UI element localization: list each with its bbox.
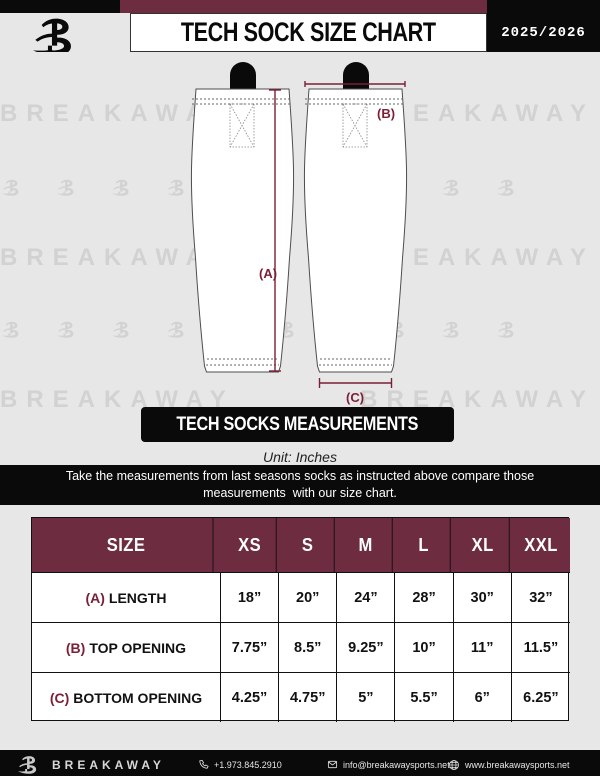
svg-text:(C): (C) xyxy=(346,390,364,405)
svg-text:(A): (A) xyxy=(259,266,277,281)
svg-text:(B): (B) xyxy=(377,106,395,121)
